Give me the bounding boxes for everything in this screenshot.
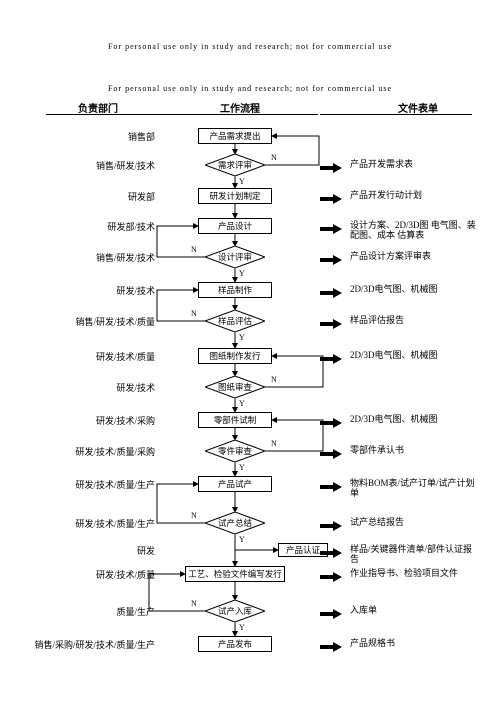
dept-label: 研发/技术/质量/采购 bbox=[75, 445, 155, 458]
col-header-dept: 负责部门 bbox=[68, 100, 128, 115]
dept-label: 销售/采购/研发/技术/质量/生产 bbox=[34, 638, 155, 651]
doc-label: 2D/3D电气图、机械图 bbox=[350, 350, 480, 360]
doc-label: 零部件承认书 bbox=[350, 445, 480, 455]
edge-label: N bbox=[191, 245, 197, 254]
doc-arrow-icon bbox=[320, 191, 342, 201]
flow-process: 工艺、检验文件编写发行 bbox=[185, 566, 285, 582]
doc-arrow-icon bbox=[320, 545, 342, 555]
edge-label: N bbox=[191, 599, 197, 608]
dept-label: 研发/技术/质量/生产 bbox=[75, 478, 155, 491]
doc-arrow-icon bbox=[320, 518, 342, 528]
flow-process: 产品发布 bbox=[198, 636, 272, 652]
doc-label: 样品评估报告 bbox=[350, 315, 480, 325]
dept-label: 销售/研发/技术/质量 bbox=[75, 315, 155, 328]
dept-label: 研发/技术 bbox=[116, 381, 155, 394]
dept-label: 研发/技术/采购 bbox=[96, 414, 155, 427]
doc-arrow-icon bbox=[320, 252, 342, 262]
edge-label: N bbox=[191, 309, 197, 318]
col-underline-flow bbox=[162, 114, 318, 115]
flow-decision: 试产总结 bbox=[205, 512, 265, 534]
flow-decision: 图纸审查 bbox=[205, 376, 265, 398]
dept-label: 质量/生产 bbox=[116, 605, 155, 618]
doc-arrow-icon bbox=[320, 351, 342, 361]
doc-arrow-icon bbox=[320, 415, 342, 425]
dept-label: 销售/研发/技术 bbox=[96, 159, 155, 172]
edge-label: Y bbox=[239, 623, 245, 632]
banner-top: For personal use only in study and resea… bbox=[0, 42, 500, 51]
col-header-flow: 工作流程 bbox=[210, 100, 270, 115]
flow-decision: 需求评审 bbox=[205, 154, 265, 176]
doc-label: 产品开发需求表 bbox=[350, 159, 480, 169]
doc-arrow-icon bbox=[320, 479, 342, 489]
edge-label: Y bbox=[239, 269, 245, 278]
flow-process: 零部件试制 bbox=[198, 412, 272, 428]
edge-label: Y bbox=[239, 333, 245, 342]
flow-process: 产品试产 bbox=[198, 476, 272, 492]
page-root: For personal use only in study and resea… bbox=[0, 0, 500, 708]
edge-label: N bbox=[271, 375, 277, 384]
flow-decision: 设计评审 bbox=[205, 246, 265, 268]
flow-process: 产品需求提出 bbox=[198, 128, 272, 144]
dept-label: 研发/技术/质量/生产 bbox=[75, 517, 155, 530]
col-underline-doc bbox=[320, 114, 472, 115]
edge-label: N bbox=[271, 439, 277, 448]
doc-label: 产品开发行动计划 bbox=[350, 190, 480, 200]
dept-label: 研发 bbox=[137, 544, 155, 557]
dept-label: 销售部 bbox=[128, 130, 155, 143]
flow-process: 研发计划制定 bbox=[198, 188, 272, 204]
edge-label: Y bbox=[239, 463, 245, 472]
edge-label: Y bbox=[239, 177, 245, 186]
doc-arrow-icon bbox=[320, 606, 342, 616]
doc-label: 样品/关键器件清单/部件认证报告 bbox=[350, 544, 480, 565]
dept-label: 研发/技术/质量 bbox=[96, 350, 155, 363]
flow-process: 产品设计 bbox=[198, 218, 272, 234]
doc-arrow-icon bbox=[320, 639, 342, 649]
dept-label: 研发部/技术 bbox=[107, 220, 155, 233]
doc-label: 2D/3D电气图、机械图 bbox=[350, 284, 480, 294]
edge-label: Y bbox=[239, 399, 245, 408]
doc-label: 产品规格书 bbox=[350, 638, 480, 648]
doc-arrow-icon bbox=[320, 160, 342, 170]
edge-label: N bbox=[271, 153, 277, 162]
col-underline-dept bbox=[46, 114, 162, 115]
doc-arrow-icon bbox=[320, 446, 342, 456]
edge-label: Y bbox=[239, 535, 245, 544]
doc-arrow-icon bbox=[320, 285, 342, 295]
banner-second: For personal use only in study and resea… bbox=[0, 84, 500, 93]
doc-label: 作业指导书、检验项目文件 bbox=[350, 568, 480, 578]
flow-decision: 零件审查 bbox=[205, 440, 265, 462]
flow-process: 样品制作 bbox=[198, 282, 272, 298]
doc-label: 试产总结报告 bbox=[350, 517, 480, 527]
col-header-doc: 文件表单 bbox=[388, 100, 448, 115]
dept-label: 研发/技术 bbox=[116, 284, 155, 297]
doc-label: 物料BOM表/试产订单/试产计划单 bbox=[350, 478, 480, 499]
dept-label: 研发/技术/质量 bbox=[96, 568, 155, 581]
doc-arrow-icon bbox=[320, 221, 342, 231]
doc-arrow-icon bbox=[320, 316, 342, 326]
flow-decision: 试产入库 bbox=[205, 600, 265, 622]
doc-arrow-icon bbox=[320, 569, 342, 579]
dept-label: 销售/研发/技术 bbox=[96, 251, 155, 264]
edge-label: N bbox=[191, 511, 197, 520]
flow-process: 图纸制作发行 bbox=[198, 348, 272, 364]
flow-decision: 样品评估 bbox=[205, 310, 265, 332]
doc-label: 产品设计方案评审表 bbox=[350, 251, 480, 261]
doc-label: 入库单 bbox=[350, 605, 480, 615]
doc-label: 设计方案、2D/3D图 电气图、装配图、成本 估算表 bbox=[350, 220, 480, 241]
doc-label: 2D/3D电气图、机械图 bbox=[350, 414, 480, 424]
dept-label: 研发部 bbox=[128, 190, 155, 203]
